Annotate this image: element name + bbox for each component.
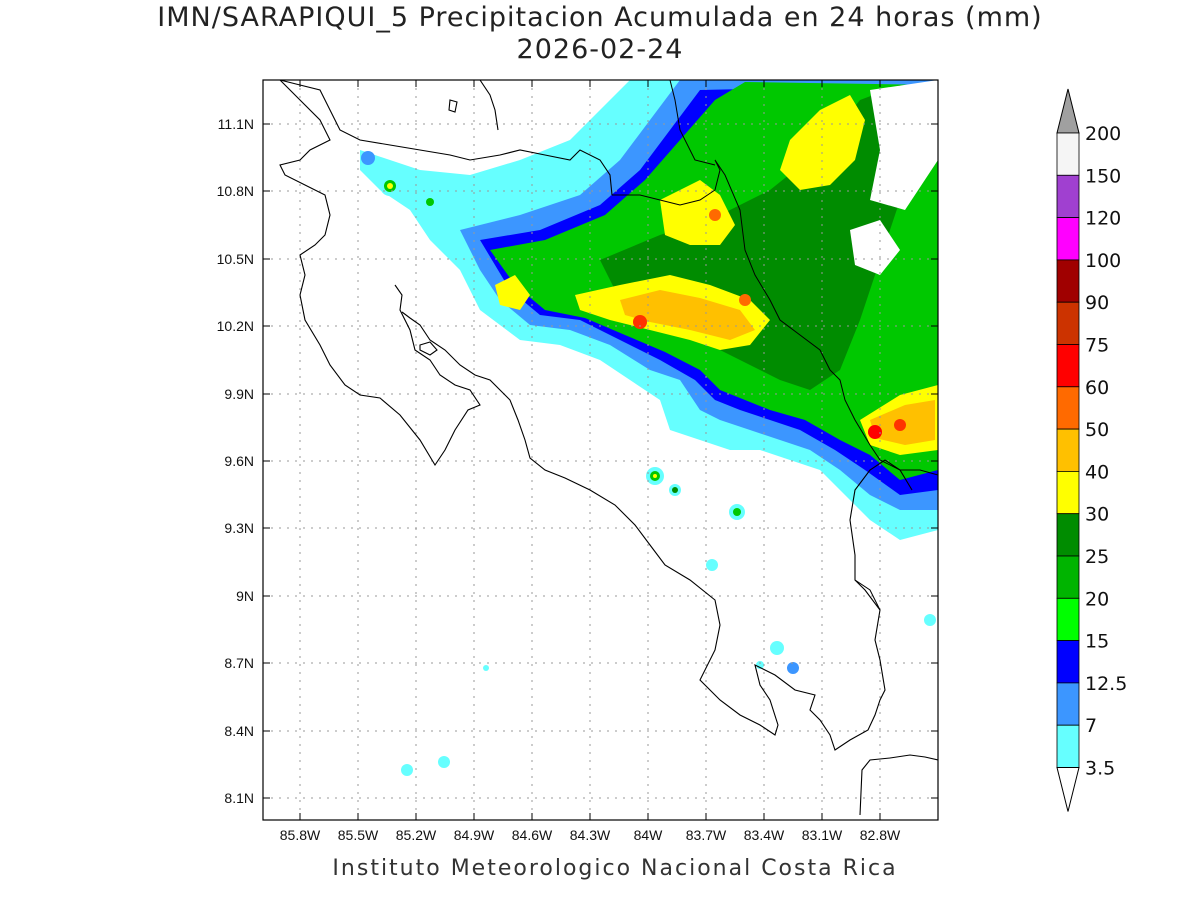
- precip-band-yellow-5: [495, 275, 530, 310]
- precip-field: [360, 80, 938, 776]
- colorbar-swatch: [1056, 344, 1080, 388]
- colorbar-swatch: [1056, 428, 1080, 472]
- colorbar-label: 12.5: [1085, 673, 1127, 695]
- colorbar-swatch: [1056, 132, 1080, 176]
- precip-gap-1: [870, 80, 938, 210]
- colorbar-under-arrow: [1056, 767, 1080, 812]
- colorbar-label: 20: [1085, 588, 1109, 610]
- colorbar-label: 75: [1085, 335, 1109, 357]
- precip-cell-red-1: [633, 315, 647, 329]
- colorbar-label: 60: [1085, 377, 1109, 399]
- colorbar-label: 120: [1085, 208, 1121, 230]
- axis-ticks: [263, 80, 938, 820]
- colorbar-label: 3.5: [1085, 758, 1115, 780]
- lon-tick-label: 82.8W: [860, 827, 901, 843]
- map-date: 2026-02-24: [516, 34, 684, 65]
- coastline: [279, 80, 938, 816]
- precip-gap-2: [850, 220, 900, 275]
- colorbar-swatch: [1056, 724, 1080, 768]
- precip-cell-red-2: [868, 425, 882, 439]
- precip-band-orange: [620, 290, 755, 340]
- footer-credit: Instituto Meteorologico Nacional Costa R…: [332, 856, 898, 881]
- colorbar-swatch: [1056, 640, 1080, 684]
- colorbar: 200 150 120 100 90 75 60 50 40 30 25 20 15 12.5 7 3.5: [1056, 88, 1127, 812]
- colorbar-label: 50: [1085, 419, 1109, 441]
- map-title: IMN/SARAPIQUI_5 Precipitacion Acumulada …: [157, 2, 1043, 33]
- lat-tick-label: 9N: [236, 588, 254, 604]
- lat-tick-label: 9.3N: [224, 520, 254, 536]
- lat-tick-label: 10.8N: [217, 183, 254, 199]
- colorbar-swatch: [1056, 555, 1080, 599]
- precip-cell-red-4: [709, 209, 721, 221]
- lon-tick-label: 84.6W: [512, 827, 553, 843]
- map-frame: [262, 79, 939, 821]
- lon-tick-label: 85.5W: [338, 827, 379, 843]
- lon-tick-label: 83.1W: [802, 827, 843, 843]
- colorbar-swatch: [1056, 174, 1080, 219]
- lon-tick-label: 85.8W: [280, 827, 321, 843]
- colorbar-swatch: [1056, 682, 1080, 726]
- lon-tick-label: 85.2W: [396, 827, 437, 843]
- colorbar-label: 150: [1085, 165, 1121, 187]
- precip-isolated-cells: [361, 151, 936, 776]
- colorbar-label: 7: [1085, 715, 1097, 737]
- lon-tick-label: 83.7W: [686, 827, 727, 843]
- colorbar-over-arrow: [1056, 88, 1080, 134]
- colorbar-label: 40: [1085, 461, 1109, 483]
- precip-cell-red-3: [894, 419, 906, 431]
- colorbar-label: 90: [1085, 292, 1109, 314]
- precip-band-yellow-3: [780, 95, 865, 190]
- colorbar-swatch: [1056, 301, 1080, 345]
- lon-tick-label: 83.4W: [744, 827, 785, 843]
- colorbar-swatch: [1056, 259, 1080, 303]
- colorbar-label: 25: [1085, 546, 1109, 568]
- colorbar-swatch: [1056, 217, 1080, 261]
- lon-tick-label: 84W: [634, 827, 664, 843]
- precip-band-yellow-2: [660, 180, 735, 245]
- lat-tick-label: 9.9N: [224, 386, 254, 402]
- lon-tick-label: 84.3W: [570, 827, 611, 843]
- lat-tick-label: 10.2N: [217, 318, 254, 334]
- colorbar-label: 15: [1085, 631, 1109, 653]
- lat-tick-label: 8.7N: [224, 655, 254, 671]
- lat-labels: 11.1N 10.8N 10.5N 10.2N 9.9N 9.6N 9.3N 9…: [217, 116, 254, 806]
- lat-tick-label: 11.1N: [218, 116, 254, 132]
- lat-tick-label: 10.5N: [217, 251, 254, 267]
- lat-tick-label: 9.6N: [224, 453, 254, 469]
- colorbar-label: 100: [1085, 250, 1121, 272]
- map-grid: [263, 80, 938, 820]
- lat-tick-label: 8.1N: [224, 790, 254, 806]
- colorbar-swatch: [1056, 470, 1080, 515]
- lat-tick-label: 8.4N: [224, 723, 254, 739]
- colorbar-label: 30: [1085, 504, 1109, 526]
- colorbar-swatch: [1056, 386, 1080, 430]
- lon-labels: 85.8W 85.5W 85.2W 84.9W 84.6W 84.3W 84W …: [280, 827, 901, 843]
- colorbar-swatch: [1056, 597, 1080, 641]
- colorbar-label: 200: [1085, 123, 1121, 145]
- political-border: [612, 80, 938, 611]
- colorbar-swatch: [1056, 513, 1080, 557]
- lon-tick-label: 84.9W: [454, 827, 495, 843]
- precip-cell-red-5: [739, 294, 751, 306]
